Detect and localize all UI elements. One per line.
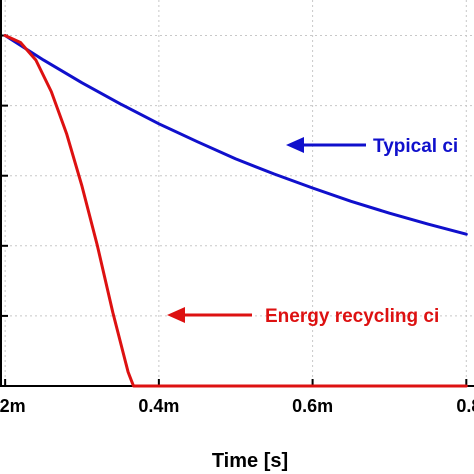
axes: [0, 0, 474, 387]
annotation-energy: Energy recycling ci: [167, 306, 439, 327]
annotation-energy-arrowhead: [167, 307, 185, 323]
annotation-typical-arrowhead: [286, 137, 304, 153]
x-tick-label: 0.4m: [138, 396, 179, 416]
series-energy-recycling-line: [3, 34, 468, 388]
annotation-typical: Typical ci: [286, 136, 458, 157]
annotation-typical-label: Typical ci: [373, 136, 458, 157]
x-tick-labels: 0.2m 0.4m 0.6m 0.8m: [0, 396, 474, 416]
x-tick-label: 0.6m: [292, 396, 333, 416]
annotation-energy-label: Energy recycling ci: [265, 306, 439, 327]
series-typical-line: [3, 34, 468, 236]
x-tick-label: 0.2m: [0, 396, 26, 416]
x-tick-label: 0.8m: [456, 396, 474, 416]
series-layer: [3, 34, 468, 388]
x-axis-title: Time [s]: [212, 450, 288, 472]
grid: [0, 0, 474, 386]
